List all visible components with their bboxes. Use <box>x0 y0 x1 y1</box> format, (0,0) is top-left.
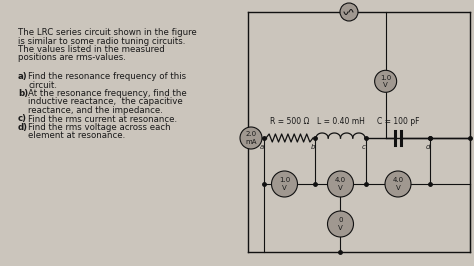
Circle shape <box>374 70 397 92</box>
Text: 0
V: 0 V <box>338 218 343 231</box>
Text: 1.0
V: 1.0 V <box>279 177 290 190</box>
Circle shape <box>272 171 298 197</box>
Text: c): c) <box>18 114 27 123</box>
Text: Find the rms current at resonance.: Find the rms current at resonance. <box>28 114 177 123</box>
Circle shape <box>340 3 358 21</box>
Text: reactance, and the impedance.: reactance, and the impedance. <box>28 106 163 115</box>
Text: c: c <box>362 144 366 150</box>
Text: a): a) <box>18 72 27 81</box>
Text: 4.0
V: 4.0 V <box>335 177 346 190</box>
Text: R = 500 Ω: R = 500 Ω <box>270 117 309 126</box>
Circle shape <box>328 211 354 237</box>
Text: 2.0
mA: 2.0 mA <box>245 131 257 144</box>
Text: circuit.: circuit. <box>28 81 57 89</box>
Text: a: a <box>260 144 264 150</box>
Text: b): b) <box>18 89 28 98</box>
Text: Find the resonance frequency of this: Find the resonance frequency of this <box>28 72 186 81</box>
Text: At the resonance frequency, find the: At the resonance frequency, find the <box>28 89 187 98</box>
Text: The values listed in the measured: The values listed in the measured <box>18 45 165 54</box>
Circle shape <box>385 171 411 197</box>
Text: L = 0.40 mH: L = 0.40 mH <box>317 117 365 126</box>
Text: inductive reactance,  the capacitive: inductive reactance, the capacitive <box>28 98 183 106</box>
Circle shape <box>240 127 262 149</box>
Text: d): d) <box>18 123 28 132</box>
Text: C = 100 pF: C = 100 pF <box>377 117 419 126</box>
Text: 4.0
V: 4.0 V <box>392 177 403 190</box>
Text: element at resonance.: element at resonance. <box>28 131 125 140</box>
Text: b: b <box>311 144 316 150</box>
Text: is similar to some radio tuning circuits.: is similar to some radio tuning circuits… <box>18 36 185 45</box>
Text: positions are rms-values.: positions are rms-values. <box>18 53 126 63</box>
Text: Find the rms voltage across each: Find the rms voltage across each <box>28 123 171 132</box>
Circle shape <box>328 171 354 197</box>
Text: d: d <box>426 144 430 150</box>
Text: The LRC series circuit shown in the figure: The LRC series circuit shown in the figu… <box>18 28 197 37</box>
Text: 1.0
V: 1.0 V <box>380 75 391 88</box>
